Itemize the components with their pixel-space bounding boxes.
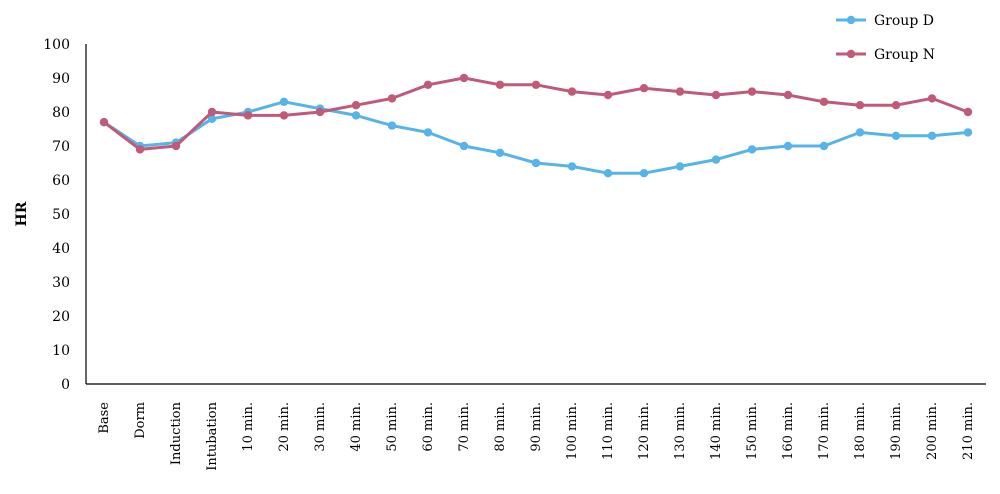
series-group-n [99, 73, 973, 154]
x-tick-label: 80 min. [493, 402, 508, 452]
x-tick-label: 50 min. [385, 402, 400, 452]
x-tick-label: 90 min. [529, 402, 544, 452]
data-point [891, 131, 901, 140]
y-tick-label: 100 [43, 37, 70, 53]
y-tick-label: 50 [52, 207, 70, 223]
data-point [855, 101, 865, 110]
x-tick-label: 40 min. [349, 402, 364, 452]
y-tick-label: 10 [52, 343, 70, 359]
x-tick-label: 150 min. [745, 402, 760, 460]
data-point [675, 162, 685, 171]
x-tick-label: 120 min. [637, 402, 652, 460]
data-point [243, 111, 253, 120]
legend: Group D Group N [836, 13, 935, 63]
data-point [963, 128, 973, 137]
x-tick-label: 210 min. [961, 402, 976, 460]
data-point [387, 121, 397, 130]
data-point [711, 90, 721, 100]
data-point [351, 101, 361, 110]
x-tick-label: 100 min. [565, 402, 580, 460]
x-tick-label: 30 min. [313, 402, 328, 452]
x-axis-ticks: Base Dorm Induction Intubation 10 min. 20 min… [97, 401, 976, 470]
data-point [639, 84, 649, 93]
data-point [675, 87, 685, 96]
data-point [603, 169, 613, 178]
data-point [387, 94, 397, 103]
data-point [171, 141, 181, 151]
series-group-d [99, 97, 973, 178]
data-point [279, 111, 289, 120]
data-point [423, 128, 433, 137]
x-tick-label: Intubation [205, 401, 220, 470]
legend-label: Group N [874, 47, 935, 63]
legend-item: Group N [836, 47, 935, 63]
data-point [459, 141, 469, 151]
data-point [567, 87, 577, 96]
data-point [207, 114, 217, 124]
x-tick-label: Base [97, 402, 112, 434]
data-point [891, 101, 901, 110]
y-tick-label: 90 [52, 71, 70, 87]
data-point [567, 162, 577, 171]
x-tick-label: 180 min. [853, 402, 868, 460]
x-tick-label: Dorm [133, 402, 148, 439]
data-point [495, 80, 505, 90]
x-tick-label: 10 min. [241, 402, 256, 452]
legend-label: Group D [874, 13, 934, 29]
data-point [819, 141, 829, 151]
data-point [783, 141, 793, 151]
data-point [927, 94, 937, 103]
y-tick-label: 20 [52, 309, 70, 325]
data-point [747, 87, 757, 96]
data-point [747, 145, 757, 154]
data-point [963, 107, 973, 117]
y-axis-title: HR [14, 201, 30, 226]
data-point [639, 169, 649, 178]
data-point [495, 148, 505, 157]
data-point [855, 128, 865, 137]
data-point [711, 155, 721, 164]
legend-marker [846, 15, 856, 25]
y-tick-label: 60 [52, 173, 70, 189]
x-tick-label: 200 min. [925, 402, 940, 460]
data-point [423, 80, 433, 90]
x-tick-label: 160 min. [781, 402, 796, 460]
x-tick-label: 140 min. [709, 402, 724, 460]
legend-item: Group D [836, 13, 934, 29]
data-point [603, 90, 613, 100]
x-tick-label: 60 min. [421, 402, 436, 452]
x-tick-label: 130 min. [673, 402, 688, 460]
y-axis-ticks: 0 10 20 30 40 50 60 70 80 90 100 [43, 37, 70, 393]
data-point [459, 73, 469, 83]
x-tick-label: 20 min. [277, 402, 292, 452]
data-point [315, 107, 325, 117]
data-point [207, 107, 217, 117]
data-point [531, 158, 541, 168]
y-tick-label: 30 [52, 275, 70, 291]
x-tick-label: 170 min. [817, 402, 832, 460]
data-point [783, 90, 793, 100]
data-point [927, 131, 937, 140]
series-layer [99, 73, 973, 178]
y-tick-label: 0 [61, 377, 70, 393]
data-point [99, 118, 109, 127]
axes [85, 44, 986, 385]
data-point [351, 111, 361, 120]
x-tick-label: 190 min. [889, 402, 904, 460]
x-tick-label: Induction [169, 401, 184, 465]
x-tick-label: 110 min. [601, 402, 616, 460]
x-tick-label: 70 min. [457, 402, 472, 452]
y-tick-label: 40 [52, 241, 70, 257]
legend-marker [846, 49, 856, 59]
y-tick-label: 80 [52, 105, 70, 121]
data-point [279, 97, 289, 107]
data-point [531, 80, 541, 90]
y-tick-label: 70 [52, 139, 70, 155]
data-point [135, 145, 145, 154]
data-point [819, 97, 829, 107]
